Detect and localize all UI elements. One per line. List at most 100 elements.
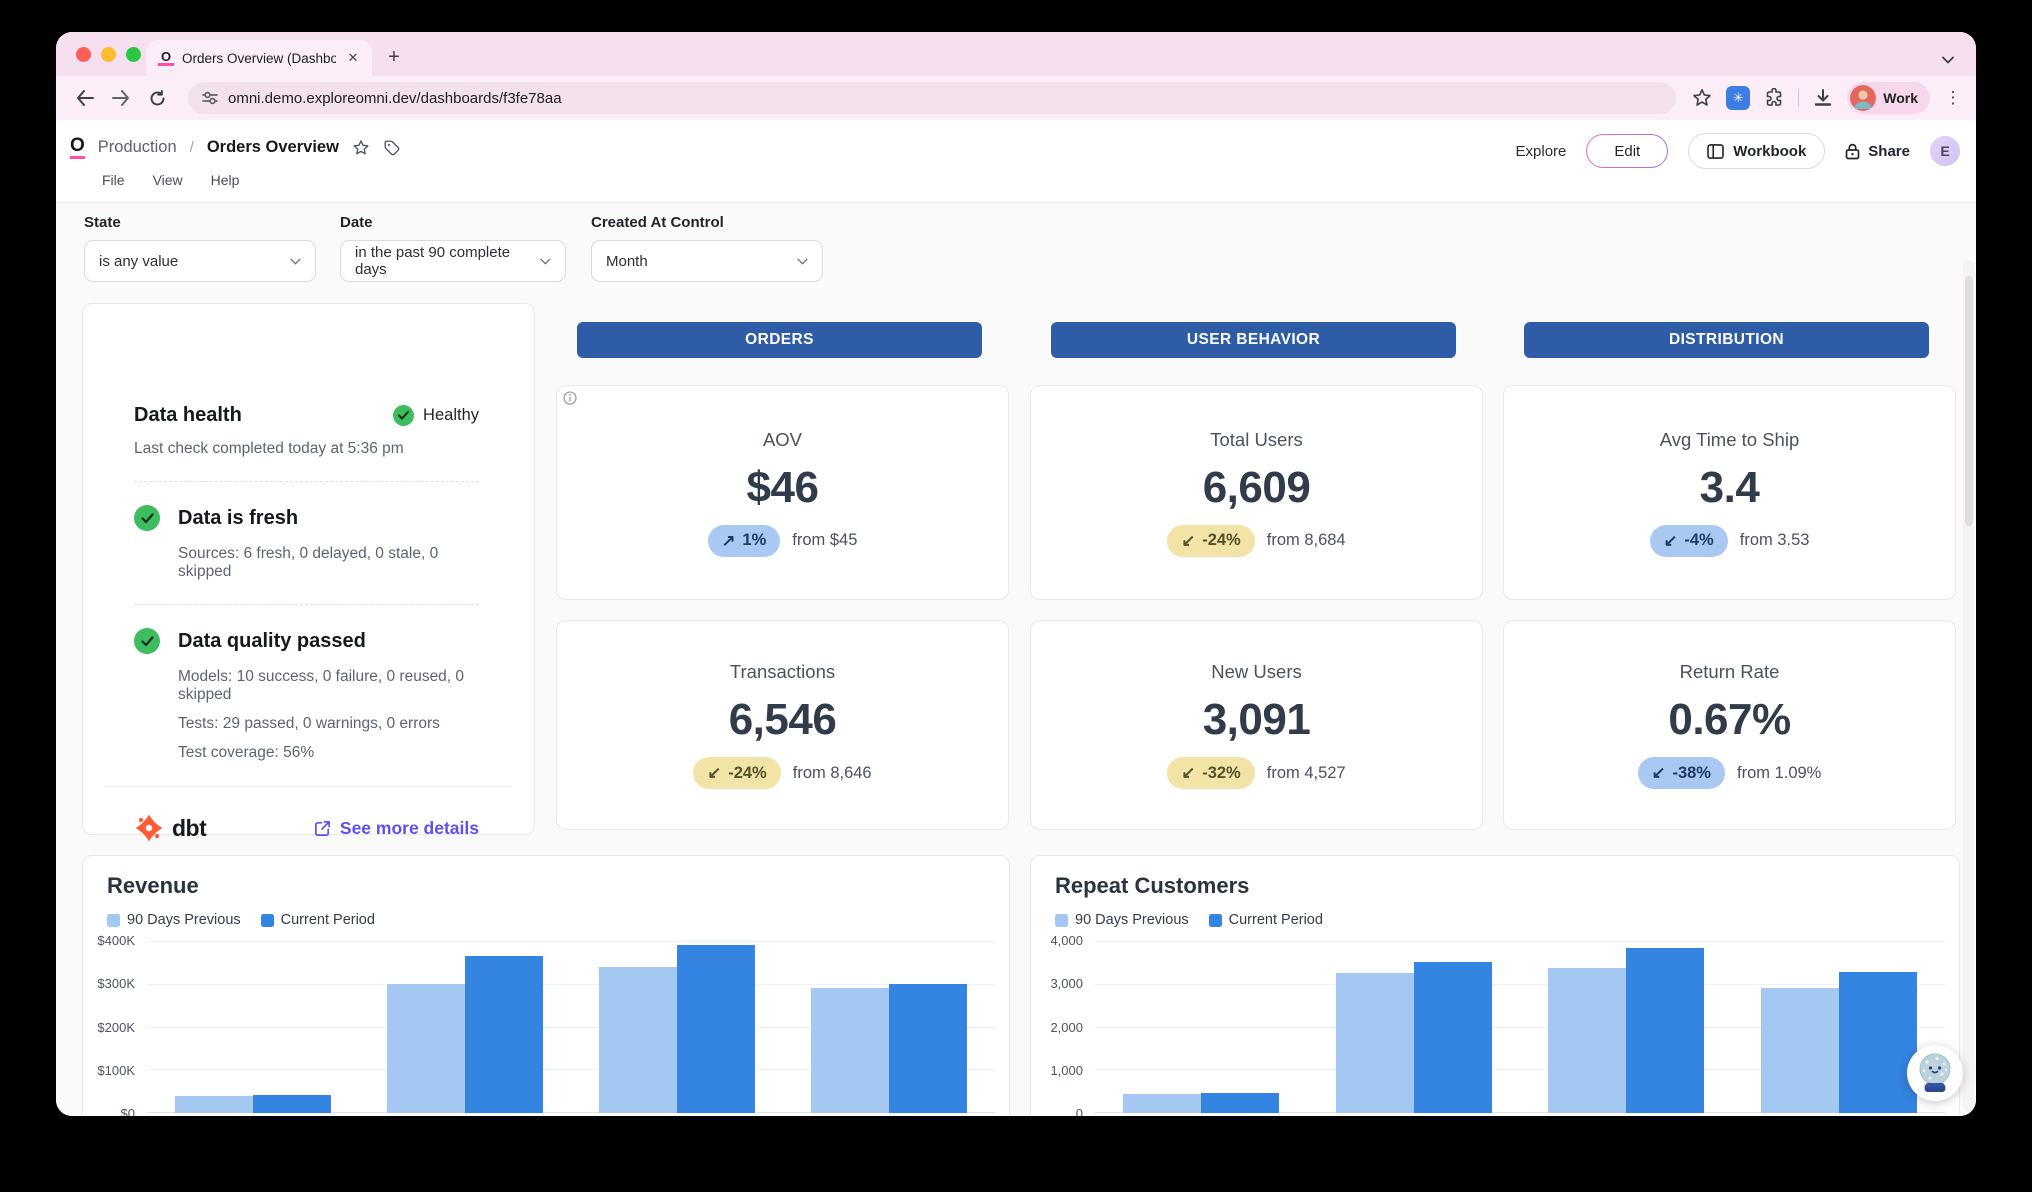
back-button[interactable] (70, 83, 100, 113)
chevron-down-icon (290, 258, 301, 265)
menu-file[interactable]: File (102, 172, 125, 188)
assistant-widget-button[interactable] (1907, 1045, 1963, 1101)
legend-chip (1055, 913, 1068, 927)
repeat-customers-chart-card: Repeat Customers 90 Days Previous Current… (1030, 855, 1960, 1116)
chevron-down-icon (797, 258, 808, 265)
see-more-details-link[interactable]: See more details (314, 818, 479, 839)
app-header: O Production / Orders Overview File View… (56, 120, 1976, 203)
healthy-check-icon (393, 405, 415, 426)
browser-toolbar: omni.demo.exploreomni.dev/dashboards/f3f… (56, 76, 1976, 120)
browser-profile-chip[interactable]: Work (1847, 82, 1930, 114)
omni-logo[interactable]: O (70, 136, 85, 159)
info-icon[interactable] (563, 391, 577, 405)
filter-date-select[interactable]: in the past 90 complete days (340, 240, 566, 282)
kpi-card-avg-time-to-ship: Avg Time to Ship 3.4 ↙ -4% from 3.53 (1503, 385, 1956, 600)
chart-title: Repeat Customers (1055, 873, 1250, 898)
bar-group (359, 941, 571, 1113)
scrollbar-thumb[interactable] (1964, 276, 1973, 526)
kpi-delta: 1% (742, 531, 767, 549)
bar-current (889, 984, 967, 1113)
favorite-star-icon[interactable] (352, 139, 370, 157)
trend-arrow-icon: ↙ (1651, 764, 1666, 782)
kpi-comparison: from 1.09% (1736, 763, 1822, 782)
health-status-badge: Healthy (393, 405, 479, 426)
kpi-delta-badge: ↗ 1% (707, 524, 781, 557)
kpi-comparison: from 3.53 (1739, 531, 1810, 549)
explore-button[interactable]: Explore (1515, 142, 1567, 160)
new-tab-button[interactable]: + (388, 46, 400, 68)
reload-button[interactable] (142, 83, 172, 113)
bar-previous (1123, 1093, 1202, 1113)
breadcrumb-separator: / (189, 139, 194, 156)
user-avatar[interactable]: E (1930, 136, 1960, 166)
bookmark-star-icon[interactable] (1692, 88, 1712, 108)
kpi-comparison: from 8,684 (1266, 531, 1346, 549)
browser-menu-icon[interactable]: ⋮ (1944, 88, 1962, 107)
external-link-icon (314, 820, 330, 836)
section-header-distribution[interactable]: DISTRIBUTION (1524, 322, 1929, 358)
kpi-delta-badge: ↙ -4% (1649, 524, 1728, 557)
filter-state-label: State (84, 214, 121, 231)
close-window-button[interactable] (76, 47, 91, 62)
y-tick-label: 2,000 (1050, 1019, 1083, 1035)
tab-close-icon[interactable]: ✕ (347, 50, 359, 65)
site-settings-icon[interactable] (202, 91, 218, 105)
bar-groups (147, 941, 995, 1113)
kpi-comparison: from 8,646 (792, 763, 872, 782)
share-button[interactable]: Share (1845, 143, 1910, 160)
check-fresh-detail: Sources: 6 fresh, 0 delayed, 0 stale, 0 … (178, 545, 439, 580)
bar-group (1095, 941, 1308, 1113)
kpi-card-total-users: Total Users 6,609 ↙ -24% from 8,684 (1030, 385, 1483, 600)
pinned-extension-icon[interactable]: ✳ (1726, 86, 1751, 110)
kpi-value: 0.67% (1668, 695, 1791, 744)
tag-icon[interactable] (383, 139, 401, 157)
gridline (147, 1069, 995, 1071)
kpi-value: $46 (746, 462, 819, 512)
minimize-window-button[interactable] (101, 47, 116, 62)
kpi-delta-badge: ↙ -24% (1167, 524, 1255, 557)
y-axis-labels: 4,000 3,000 2,000 1,000 0 (1031, 933, 1083, 1116)
address-bar[interactable]: omni.demo.exploreomni.dev/dashboards/f3f… (188, 82, 1677, 114)
app-menubar: File View Help (102, 172, 239, 188)
chevron-down-icon (540, 258, 551, 265)
menu-view[interactable]: View (152, 172, 183, 188)
omni-favicon-icon: O (158, 50, 174, 66)
page-scrollbar[interactable] (1963, 260, 1974, 1110)
bar-current (1626, 947, 1705, 1113)
bar-previous (811, 988, 889, 1113)
tab-search-chevron-icon[interactable] (1942, 56, 1954, 64)
filter-created-at: Created At Control Month (591, 214, 823, 282)
bar-current (677, 945, 755, 1113)
kpi-label: AOV (762, 428, 803, 450)
kpi-label: New Users (1211, 661, 1302, 682)
zoom-window-button[interactable] (126, 47, 141, 62)
filter-created-at-select[interactable]: Month (591, 240, 823, 282)
url-text: omni.demo.exploreomni.dev/dashboards/f3f… (228, 89, 562, 107)
chart-plot-area: 4,000 3,000 2,000 1,000 0 (1031, 933, 1959, 1116)
bar-previous (1548, 967, 1627, 1113)
kpi-label: Avg Time to Ship (1659, 428, 1800, 450)
y-tick-label: 0 (1075, 1106, 1083, 1116)
browser-tab[interactable]: O Orders Overview (Dashboard) ✕ (146, 40, 372, 76)
breadcrumb-project[interactable]: Production (97, 138, 177, 156)
revenue-chart-card: Revenue 90 Days Previous Current Period $… (82, 855, 1010, 1116)
forward-button[interactable] (106, 83, 136, 113)
extensions-puzzle-icon[interactable] (1764, 88, 1784, 108)
section-header-orders[interactable]: ORDERS (577, 322, 982, 358)
bar-groups (1095, 941, 1945, 1113)
menu-help[interactable]: Help (210, 172, 240, 188)
legend-item: 90 Days Previous (1055, 912, 1189, 928)
edit-button[interactable]: Edit (1586, 134, 1668, 168)
y-tick-label: 3,000 (1050, 976, 1083, 992)
filter-state-select[interactable]: is any value (84, 240, 316, 282)
section-header-user-behavior[interactable]: USER BEHAVIOR (1051, 322, 1456, 358)
check-quality-coverage: Test coverage: 56% (178, 744, 315, 761)
trend-arrow-icon: ↗ (721, 531, 736, 550)
profile-name: Work (1883, 90, 1918, 106)
bar-current (253, 1094, 331, 1113)
profile-avatar (1850, 85, 1877, 111)
filter-date-value: in the past 90 complete days (355, 244, 511, 278)
downloads-icon[interactable] (1813, 88, 1833, 108)
workbook-button[interactable]: Workbook (1688, 133, 1826, 169)
toolbar-divider (1798, 89, 1800, 107)
